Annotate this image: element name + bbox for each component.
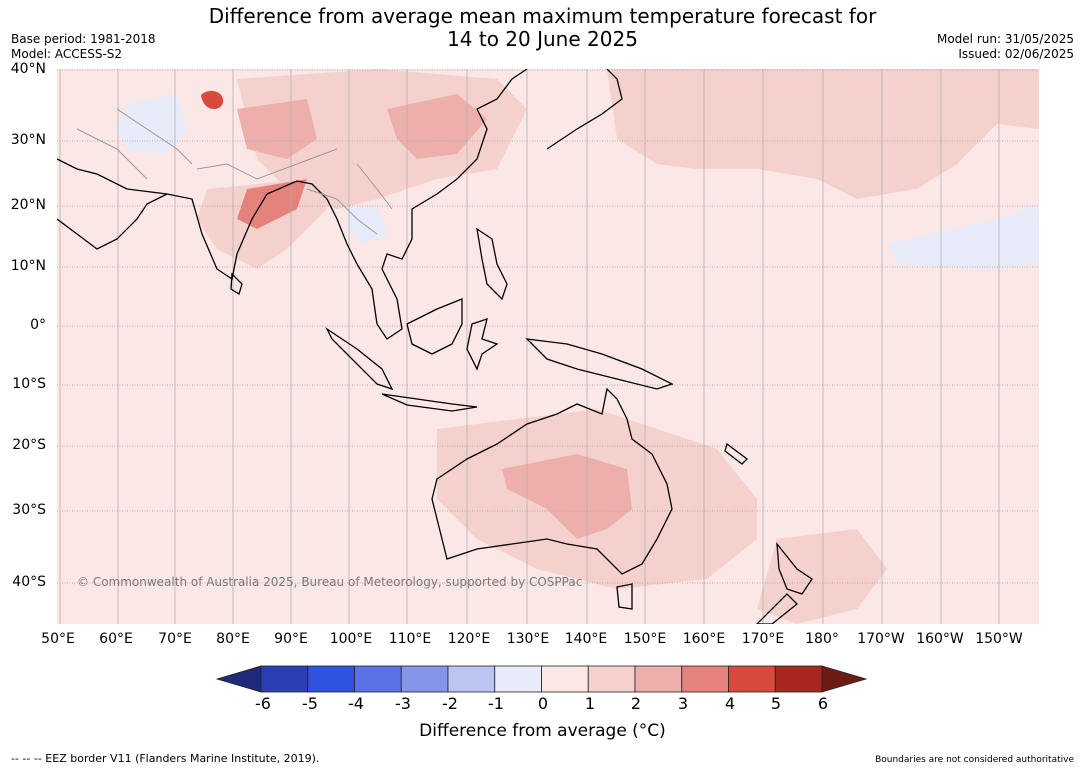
colorbar-tick: 0 [537,694,549,713]
coast-new-zealand-north [776,541,813,595]
copyright-notice: © Commonwealth of Australia 2025, Bureau… [77,575,582,589]
coastlines [57,69,813,624]
coast-arabia [57,193,168,250]
map-panel: © Commonwealth of Australia 2025, Bureau… [57,69,1039,624]
colorbar-cell [634,665,683,693]
colorbar-cell [447,665,496,693]
coast-borneo [406,298,463,355]
lon-label-180: 180° [805,631,839,647]
anomaly-2-3-himalaya [237,99,317,159]
colorbar-cell [494,665,542,693]
colorbar-tick: -4 [348,694,364,713]
lon-label-170e: 170°E [741,631,785,647]
coast-australia [431,387,673,575]
colorbar-tick: -2 [442,694,458,713]
coast-sri-lanka [230,272,243,296]
colorbar-tick: 3 [677,694,689,713]
anomaly-2-3-north-china [387,94,487,159]
colorbar-cell [260,665,309,693]
meta-right: Model run: 31/05/2025 Issued: 02/06/2025 [937,32,1074,62]
colorbar-cell [541,665,589,693]
coast-philippines [476,227,508,301]
meta-left: Base period: 1981-2018 Model: ACCESS-S2 [11,32,156,62]
colorbar-cell [728,665,776,693]
lat-label-20s: 20°S [12,437,46,453]
latitude-gridlines [57,69,1039,584]
base-period: Base period: 1981-2018 [11,32,156,46]
colorbar [215,665,868,693]
colorbar-tick: -3 [395,694,411,713]
colorbar-tick: -1 [488,694,504,713]
colorbar-tick: 2 [630,694,642,713]
eez-border-note: -- -- -- EEZ border V11 (Flanders Marine… [11,752,320,765]
colorbar-tick: -5 [302,694,318,713]
lat-label-30n: 30°N [10,132,46,148]
lon-label-130e: 130°E [506,631,550,647]
map-title-line2: 14 to 20 June 2025 [447,27,638,51]
issued-date: Issued: 02/06/2025 [958,47,1074,61]
model-run: Model run: 31/05/2025 [936,32,1074,46]
colorbar-tick: 5 [770,694,782,713]
lon-label-70e: 70°E [158,631,192,647]
anomaly-1-2-tasman [757,529,887,624]
colorbar-cell [681,665,729,693]
lon-label-50e: 50°E [41,631,75,647]
gridlines [59,69,1000,624]
lon-label-90e: 90°E [274,631,308,647]
lat-label-30s: 30°S [12,502,46,518]
coast-sumatra [325,327,394,391]
coast-sulawesi [466,318,499,371]
lon-label-150e: 150°E [623,631,667,647]
coast-new-caledonia [724,442,748,465]
colorbar-tick: 6 [817,694,829,713]
colorbar-tick: 4 [724,694,736,713]
lon-label-140e: 140°E [564,631,608,647]
lon-label-60e: 60°E [99,631,133,647]
coast-new-guinea [525,338,674,390]
colorbar-cell [354,665,402,693]
lat-label-40n: 40°N [10,61,46,77]
boundary-disclaimer: Boundaries are not considered authoritat… [875,755,1074,765]
colorbar-tick: -6 [255,694,271,713]
anomaly-0-1-afghanistan [117,94,187,154]
lon-label-110e: 110°E [388,631,432,647]
coast-asia [57,69,528,340]
lon-label-170w: 170°W [857,631,905,647]
colorbar-extend-low [215,665,262,693]
coast-japan [546,69,623,150]
lat-label-10s: 10°S [12,376,46,392]
lon-label-150w: 150°W [975,631,1023,647]
lon-label-160w: 160°W [916,631,964,647]
lat-label-0: 0° [30,317,46,333]
map-title-line1: Difference from average mean maximum tem… [208,4,877,28]
colorbar-tick: 1 [584,694,596,713]
lon-label-120e: 120°E [447,631,491,647]
anomaly-3-4-bay-of-bengal [237,179,307,229]
anomaly-4-6-hotspot [201,90,224,110]
lat-label-40s: 40°S [12,574,46,590]
lon-label-160e: 160°E [682,631,726,647]
coast-tasmania [616,583,633,610]
lon-label-100e: 100°E [329,631,373,647]
colorbar-cells [215,665,868,693]
colorbar-cell [307,665,355,693]
anomaly-2-3-australia [502,454,632,539]
lat-label-20n: 20°N [10,197,46,213]
coast-new-zealand-south [756,593,798,624]
lon-label-80e: 80°E [216,631,250,647]
lat-label-10n: 10°N [10,258,46,274]
anomaly-0-1-central-pacific [887,204,1039,269]
colorbar-cell [774,665,823,693]
country-borders [76,108,393,235]
colorbar-cell [400,665,449,693]
colorbar-label: Difference from average (°C) [419,721,666,741]
model-name: Model: ACCESS-S2 [11,47,123,61]
coast-java [381,393,478,412]
colorbar-cell [587,665,636,693]
colorbar-extend-high [821,665,868,693]
